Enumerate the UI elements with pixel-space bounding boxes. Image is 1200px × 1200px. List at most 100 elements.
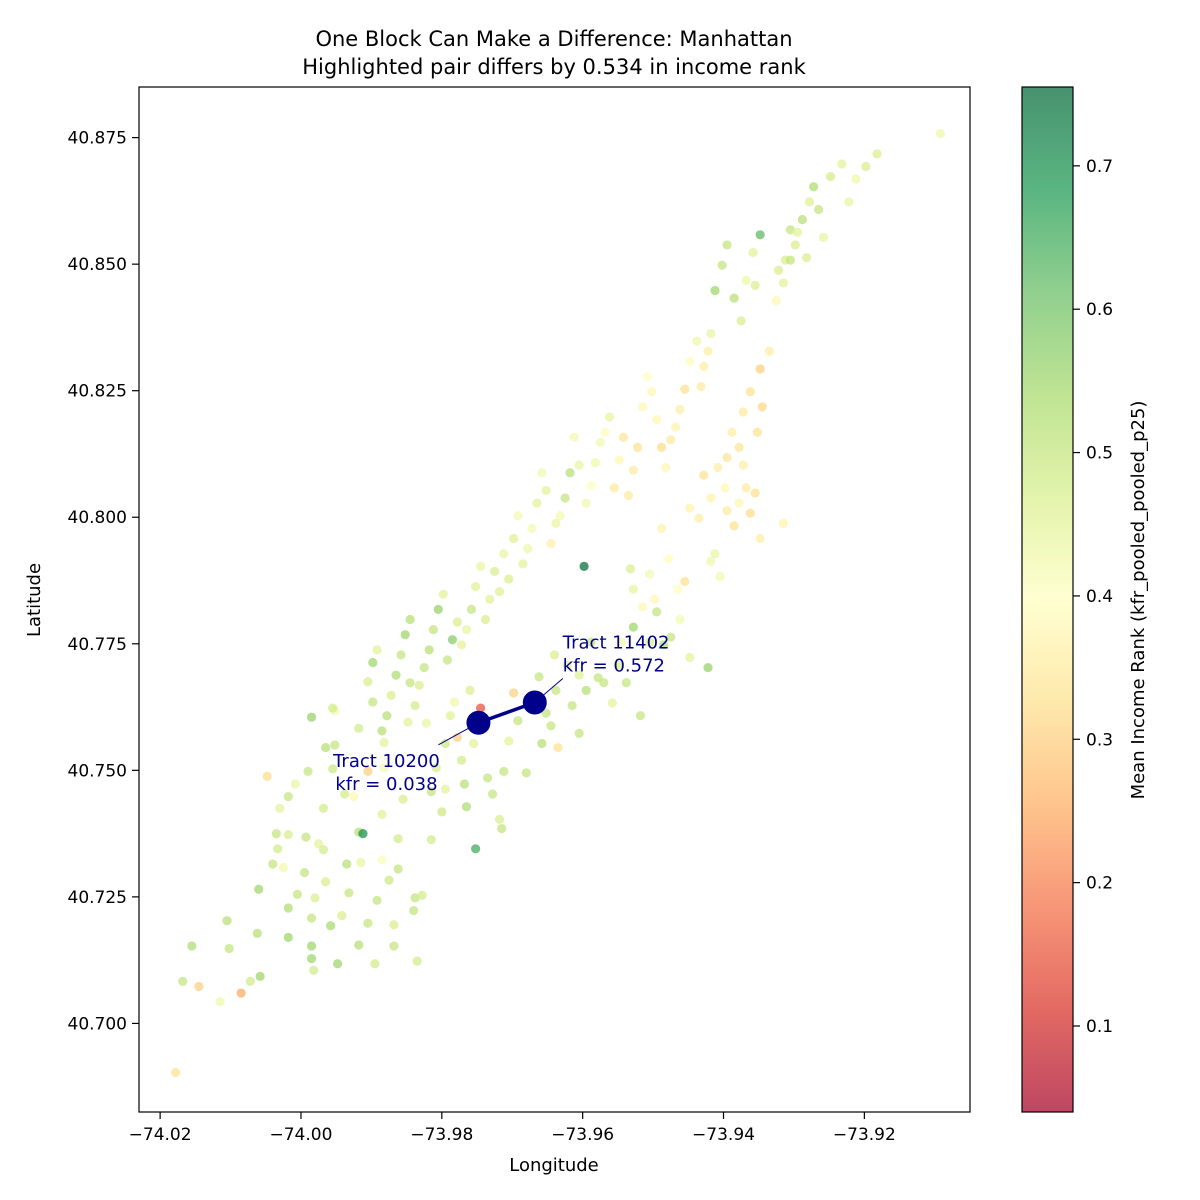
colorbar-tick-label: 0.2 <box>1086 874 1113 894</box>
tract-point <box>637 602 648 612</box>
tract-point <box>504 736 514 746</box>
y-tick-label: 40.725 <box>68 888 127 908</box>
tract-point <box>675 404 685 415</box>
tract-point <box>461 625 472 635</box>
tract-point <box>792 227 803 237</box>
tract-point <box>278 862 288 873</box>
tract-point <box>604 412 615 422</box>
tract-point <box>449 697 460 707</box>
tract-point <box>666 632 676 642</box>
tract-point <box>521 768 531 778</box>
tract-point <box>370 959 380 969</box>
tract-point <box>734 442 744 452</box>
tract-point <box>644 569 655 579</box>
tract-point <box>456 755 467 765</box>
tract-point <box>710 549 720 559</box>
x-tick-label: −73.96 <box>551 1125 614 1145</box>
tract-point <box>661 463 671 473</box>
tract-point <box>527 523 537 533</box>
tract-point <box>306 941 317 951</box>
tract-point <box>752 427 762 437</box>
tract-point <box>692 336 702 346</box>
tract-point <box>410 893 420 903</box>
tract-point <box>421 718 431 728</box>
colorbar <box>1022 87 1073 1112</box>
tract-point <box>509 688 519 698</box>
tract-point <box>872 149 882 159</box>
tract-point <box>861 161 871 172</box>
tract-point <box>405 678 415 688</box>
tract-point <box>254 884 264 894</box>
tract-point <box>555 511 565 521</box>
tract-point <box>574 460 584 470</box>
tract-point <box>368 657 378 668</box>
tract-point <box>438 589 448 599</box>
tract-point <box>255 971 265 981</box>
tract-point <box>428 625 438 635</box>
tract-point <box>574 670 584 680</box>
tract-point <box>837 159 847 169</box>
tract-point <box>409 905 419 916</box>
tract-point <box>283 903 293 913</box>
tract-point <box>433 604 443 614</box>
tract-point <box>485 594 495 604</box>
tract-point <box>396 650 406 660</box>
annotation-tract-label: Tract 11402 <box>562 633 670 654</box>
tract-point <box>935 128 946 139</box>
tract-point <box>680 576 690 587</box>
tract-point <box>551 685 561 695</box>
tract-point <box>379 763 389 773</box>
tract-point <box>465 685 475 695</box>
tract-point <box>273 844 283 854</box>
colorbar-tick-label: 0.4 <box>1086 587 1113 607</box>
tract-point <box>391 670 401 680</box>
tract-point <box>706 556 716 566</box>
tract-point <box>509 533 519 544</box>
tract-point <box>468 738 479 749</box>
tract-point <box>358 829 368 839</box>
tract-point <box>813 204 824 215</box>
annotation-tract-label: Tract 10200 <box>332 751 440 772</box>
tract-point <box>729 521 739 531</box>
tract-point <box>328 764 338 774</box>
tract-point <box>797 215 807 225</box>
y-axis-label: Latitude <box>24 563 45 637</box>
y-tick-label: 40.875 <box>68 129 127 149</box>
tract-point <box>303 766 313 776</box>
tract-point <box>736 316 746 326</box>
tract-point <box>215 997 225 1007</box>
tract-point <box>475 561 486 571</box>
tract-point <box>647 387 657 397</box>
tract-point <box>461 802 472 812</box>
tract-point <box>379 737 389 748</box>
tract-point <box>440 738 450 749</box>
tract-point <box>562 660 572 670</box>
tract-point <box>741 483 751 493</box>
tract-point <box>607 698 617 708</box>
tract-point <box>354 940 364 950</box>
tract-point <box>614 455 624 465</box>
tract-point <box>518 559 528 569</box>
tract-point <box>778 518 788 528</box>
tract-point <box>403 717 413 727</box>
tract-point <box>755 533 765 544</box>
tract-point <box>389 941 399 951</box>
tract-point <box>546 721 556 731</box>
tract-point <box>809 182 819 192</box>
tract-point <box>452 617 462 627</box>
tract-point <box>386 690 396 701</box>
tract-point <box>534 672 544 682</box>
tract-point <box>494 587 505 597</box>
tract-point <box>499 766 509 776</box>
tract-point <box>755 230 765 240</box>
tract-point <box>628 584 638 594</box>
tract-point <box>224 943 234 954</box>
tract-point <box>368 697 378 707</box>
tract-point <box>419 662 429 673</box>
tract-point <box>275 803 285 813</box>
tract-point <box>738 460 748 470</box>
colorbar-tick-label: 0.6 <box>1086 300 1113 320</box>
tract-point <box>553 742 563 753</box>
tract-point <box>494 814 505 825</box>
